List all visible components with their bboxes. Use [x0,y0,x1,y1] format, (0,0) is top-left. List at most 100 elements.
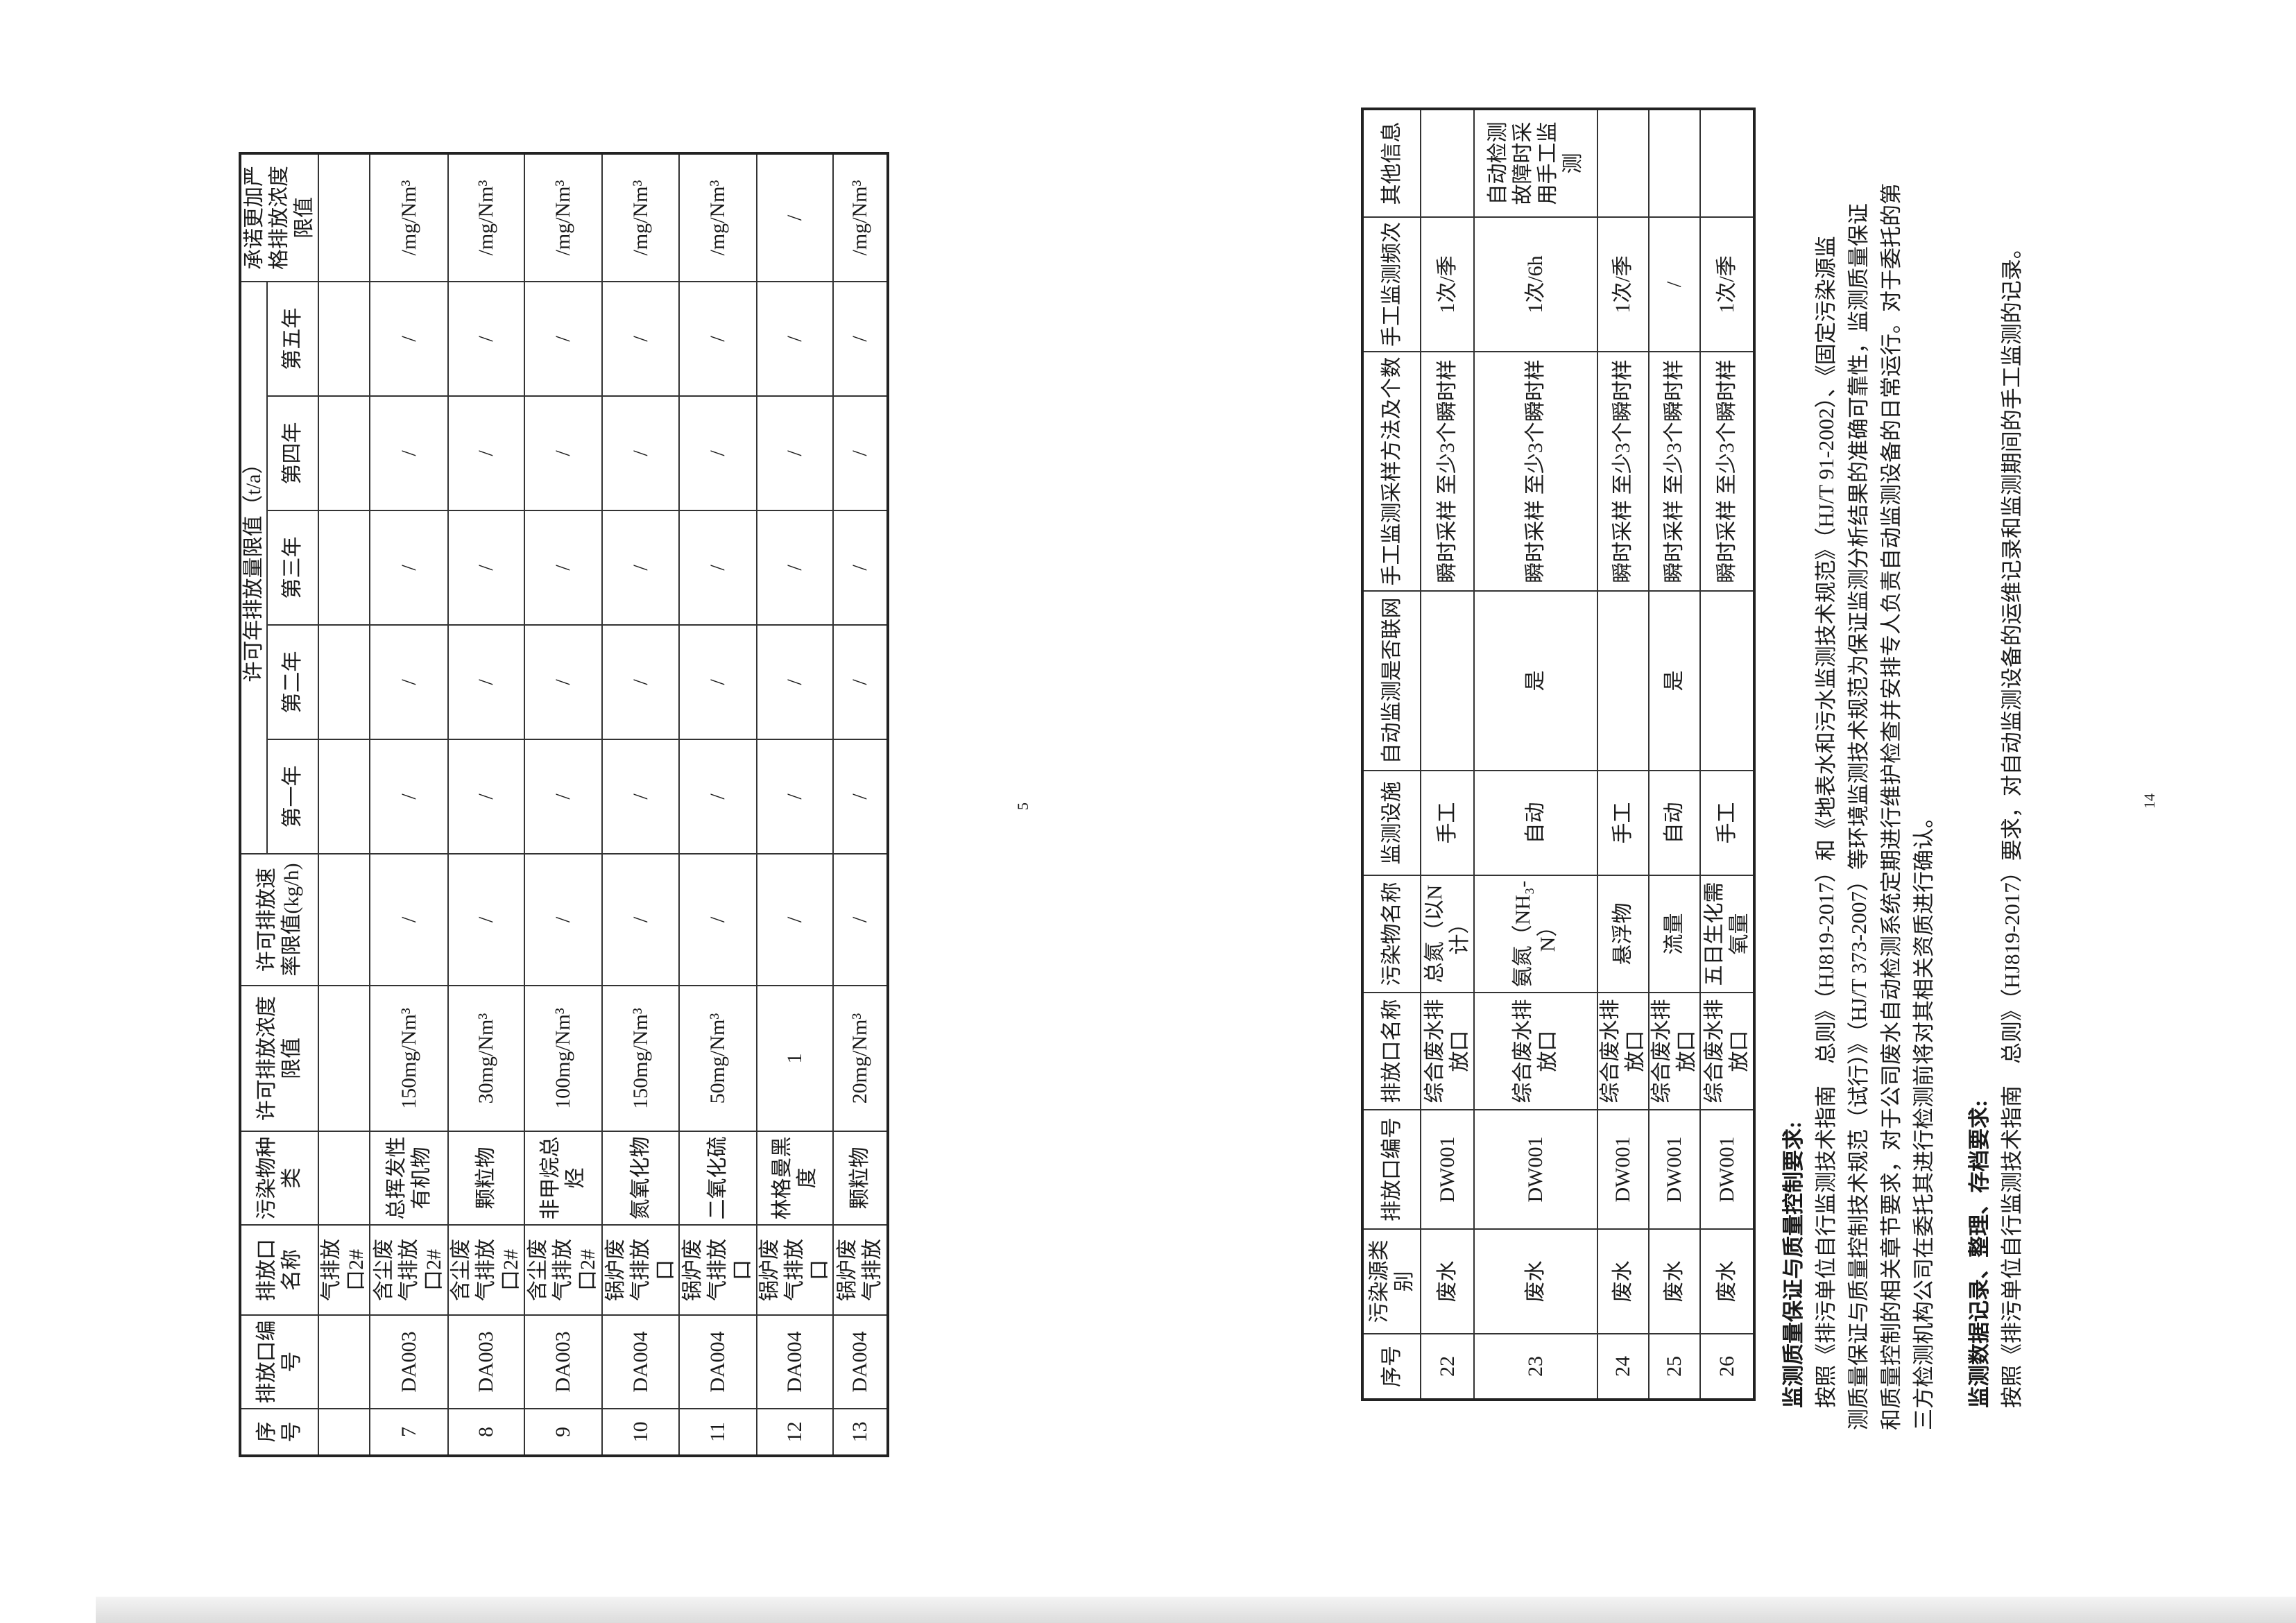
table-cell: 瞬时采样 至少3个瞬时样 [1421,352,1474,591]
column-header: 排放口编号 [1362,1110,1421,1229]
table-row: 26 废水 DW001 综合废水排放口 五日生化需氧量 手工 瞬时采样 至少3个瞬时样 1次/… [1700,109,1754,1400]
table-cell [1421,109,1474,217]
table-cell: / [833,396,888,510]
table-cell: / [757,510,833,625]
table-cell [318,986,370,1131]
table-cell: 气排放口2# [318,1225,370,1315]
table-cell: 流量 [1649,875,1700,993]
table-row: 12 DA004 锅炉废气排放口 林格曼黑度 1// / / / / / [757,153,833,1456]
table-cell: DW001 [1649,1110,1700,1229]
table-cell: / [833,739,888,854]
table-cell: 瞬时采样 至少3个瞬时样 [1597,352,1649,591]
column-header: 自动监测是否联网 [1362,591,1421,771]
header-year-5: 第五年 [267,281,318,396]
scan-edge-band [96,1597,2296,1623]
table-cell: /mg/Nm³ [448,153,524,282]
column-header: 污染源类别 [1362,1229,1421,1334]
table-cell: / [370,739,448,854]
table-cell [318,281,370,396]
right-table-header: 序号 污染源类别 排放口编号 排放口名称 污染物名称 监测设施 自动监测是否联网 手工监测采样… [1362,109,1421,1400]
qa-line: 三方检测机构公司在委托其进行检测前将对其相关资质进行确认。 [1912,807,1936,1430]
table-cell: 手工 [1597,771,1649,875]
table-cell: 瞬时采样 至少3个瞬时样 [1649,352,1700,591]
table-row: 13 DA004 锅炉废气排放 颗粒物 20mg/Nm³ / / / / / //mg/Nm³ [833,153,888,1456]
table-cell: 7 [370,1409,448,1456]
table-cell: 颗粒物 [448,1131,524,1225]
table-cell: 自动 [1474,771,1597,875]
table-cell [318,1409,370,1456]
table-cell: / [370,625,448,739]
table-cell: / [524,739,602,854]
table-cell [1700,109,1754,217]
right-page: 序号 污染源类别 排放口编号 排放口名称 污染物名称 监测设施 自动监测是否联网 手工监测采样… [1361,108,1756,1401]
table-cell: / [448,739,524,854]
table-cell [1700,591,1754,771]
table-cell: 是 [1649,591,1700,771]
table-cell: 废水 [1474,1229,1597,1334]
records-heading: 监测数据记录、整理、存档要求: [1967,1099,1991,1408]
table-cell: 13 [833,1409,888,1456]
table-cell: 1次/季 [1700,217,1754,352]
table-cell: / [448,625,524,739]
table-cell: / [757,153,833,282]
table-cell: 1次/季 [1421,217,1474,352]
table-row: 24 废水 DW001 综合废水排放口 悬浮物 手工 瞬时采样 至少3个瞬时样 1次/季 [1597,109,1649,1400]
table-row: 8 DA003 含尘废气排放口2# 颗粒物 30mg/Nm³ / / / / / //mg/Nm³ [448,153,524,1456]
table-cell [318,739,370,854]
table-cell: 瞬时采样 至少3个瞬时样 [1474,352,1597,591]
column-header: 序号 [1362,1334,1421,1400]
header-conc-limit: 许可排放浓度限值 [240,986,318,1131]
table-cell: / [679,281,757,396]
page-number-left: 5 [1014,802,1031,810]
table-cell: 150mg/Nm³ [370,986,448,1131]
table-cell: 林格曼黑度 [757,1131,833,1225]
table-cell: / [524,625,602,739]
table-cell: / [370,281,448,396]
table-row: 气排放口2# [318,153,370,1456]
qa-line: 测质量保证与质量控制技术规范（试行）》（HJ/T 373-2007）等环境监测技… [1847,203,1871,1430]
header-year-4: 第四年 [267,396,318,510]
table-cell: 综合废水排放口 [1649,993,1700,1110]
table-cell [318,153,370,282]
table-cell: / [602,854,679,986]
table-cell: /mg/Nm³ [524,153,602,282]
table-cell: 1 [757,986,833,1131]
table-cell: / [679,625,757,739]
qa-text-block: 监测质量保证与质量控制要求: 按照《排污单位自行监测技术指南 总则》（HJ819… [1777,126,2028,1430]
header-outlet-id: 排放口编号 [240,1315,318,1409]
table-cell: 锅炉废气排放口 [757,1225,833,1315]
emission-limits-table: 序号 排放口编号 排放口名称 污染物种类 许可排放浓度限值 许可排放速率限值(k… [239,151,889,1457]
table-cell: 含尘废气排放口2# [448,1225,524,1315]
table-cell: 废水 [1700,1229,1754,1334]
column-header: 手工监测采样方法及个数 [1362,352,1421,591]
table-cell: DW001 [1474,1110,1597,1229]
table-cell: / [602,510,679,625]
table-cell: 8 [448,1409,524,1456]
column-header: 其他信息 [1362,109,1421,217]
right-table-body: 22 废水 DW001 综合废水排放口 总氮（以N计） 手工 瞬时采样 至少3个瞬时样 1次/… [1421,109,1754,1400]
table-cell [1421,591,1474,771]
table-cell: / [448,510,524,625]
table-cell: 锅炉废气排放 [833,1225,888,1315]
table-cell: 废水 [1597,1229,1649,1334]
table-cell: / [679,396,757,510]
table-cell: 10 [602,1409,679,1456]
table-cell: 23 [1474,1334,1597,1400]
table-cell: 30mg/Nm³ [448,986,524,1131]
table-cell: 26 [1700,1334,1754,1400]
header-rate-limit: 许可排放速率限值(kg/h) [240,854,318,986]
table-cell: 综合废水排放口 [1421,993,1474,1110]
table-cell: 颗粒物 [833,1131,888,1225]
header-annual-group: 许可年排放量限值（t/a） [240,281,267,854]
table-cell: / [833,281,888,396]
table-cell: / [679,739,757,854]
table-cell: 自动 [1649,771,1700,875]
left-table-body: 气排放口2# 7 DA003 含尘废气排放口2# 总挥发性有机物 150mg/Nm³ / / /… [318,153,888,1456]
table-cell: DW001 [1700,1110,1754,1229]
table-cell [318,1131,370,1225]
header-stricter: 承诺更加严格排放浓度限值 [240,153,318,282]
table-cell: 1次/6h [1474,217,1597,352]
monitoring-plan-table: 序号 污染源类别 排放口编号 排放口名称 污染物名称 监测设施 自动监测是否联网 手工监测采样… [1361,108,1756,1401]
table-cell: 综合废水排放口 [1474,993,1597,1110]
table-cell: 1次/季 [1597,217,1649,352]
